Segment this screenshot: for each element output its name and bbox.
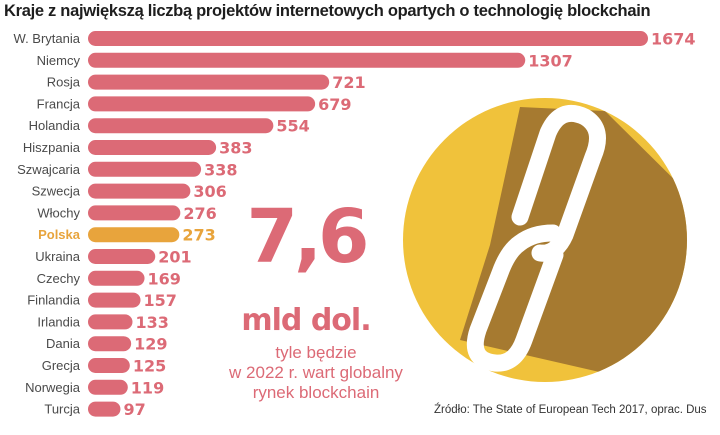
emblem-shadow [460,107,687,382]
source-note: Źródło: The State of European Tech 2017,… [434,404,707,416]
value-label: 306 [193,182,226,201]
value-label: 383 [219,139,252,158]
bar-polska [88,227,180,243]
bar-turcja [88,401,121,417]
bar-dania [88,336,132,352]
category-label: Irlandia [37,314,80,329]
chain-link-icon [403,98,687,382]
chart-title: Kraje z największą liczbą projektów inte… [4,2,651,20]
callout-caption: tyle będzie w 2022 r. wart globalny ryne… [196,343,436,403]
caption-line: tyle będzie [275,343,357,362]
category-label: Czechy [37,271,81,286]
callout-unit: mld dol. [241,303,371,338]
value-label: 554 [276,117,309,136]
category-label: Szwajcaria [17,162,81,177]
bar-niemcy [88,52,526,68]
bar-w-brytania [88,31,648,46]
value-label: 169 [148,269,181,288]
value-label: 157 [144,291,177,310]
category-label: Norwegia [25,380,81,395]
bar-holandia [88,118,274,134]
value-label: 119 [131,378,164,397]
category-label: Turcja [44,402,80,417]
value-label: 338 [204,160,237,179]
caption-line: rynek blockchain [252,383,380,402]
category-label: Hiszpania [23,140,81,155]
bar-szwecja [88,183,191,199]
bar-czechy [88,270,145,286]
category-label: Holandia [29,118,81,133]
category-label: Polska [38,227,81,242]
bar-włochy [88,205,181,221]
category-label: Włochy [37,205,80,220]
category-label: Szwecja [32,184,81,199]
category-label: W. Brytania [14,31,81,46]
value-label: 1674 [651,30,696,49]
category-label: Ukraina [35,249,81,264]
category-label: Francja [37,96,81,111]
value-label: 679 [318,95,351,114]
value-label: 133 [135,313,168,332]
value-label: 129 [134,335,167,354]
category-label: Dania [46,336,81,351]
value-label: 201 [158,248,191,267]
value-label: 273 [182,226,215,245]
value-label: 1307 [528,51,573,70]
category-label: Grecja [42,358,81,373]
caption-line: w 2022 r. wart globalny [229,363,403,382]
bars-layer: W. Brytania 1674 Niemcy 1307 Rosja 721 Francja… [14,30,696,420]
bar-hiszpania [88,140,217,155]
value-label: 276 [183,204,216,223]
chain-link-lower [466,224,564,372]
bar-ukraina [88,249,156,264]
bar-norwegia [88,379,128,395]
bar-irlandia [88,314,133,330]
callout-number: 7,6 [246,194,369,280]
category-label: Rosja [47,75,81,90]
bar-francja [88,96,316,112]
bar-grecja [88,358,130,373]
bar-finlandia [88,292,141,308]
category-label: Finlandia [27,293,81,308]
value-label: 721 [332,73,365,92]
bar-rosja [88,74,330,90]
bar-szwajcaria [88,161,202,177]
category-label: Niemcy [37,53,81,68]
value-label: 97 [123,400,145,419]
value-label: 125 [133,357,166,376]
